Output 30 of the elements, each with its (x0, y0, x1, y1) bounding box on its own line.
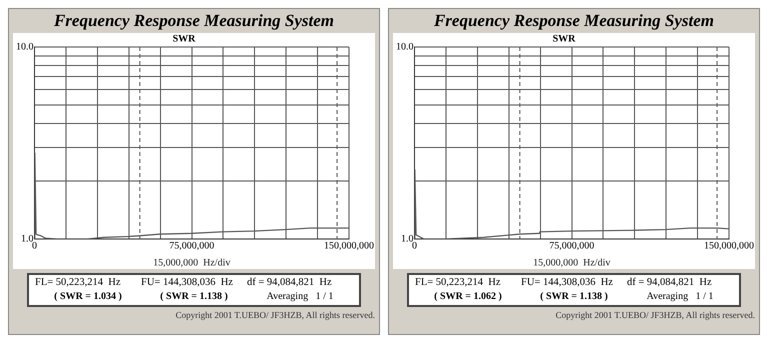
text: ( SWR = 1.034 ) (53, 290, 123, 304)
text: Copyright 2001 T.UEBO/ JF3HZB, All rights reserved. (174, 310, 376, 320)
x-tick-label: 0 (412, 240, 417, 252)
chart-title: Frequency Response Measuring System (432, 10, 716, 32)
y-tick-label: 10.0 (396, 42, 414, 53)
chart-title: Frequency Response Measuring System (52, 10, 336, 32)
chart-subtitle: SWR (172, 34, 196, 45)
text: FU= 144,308,036 Hz (521, 276, 614, 290)
chart-subtitle: SWR (552, 34, 576, 45)
x-tick-label: 75,000,000 (549, 240, 594, 252)
y-tick-label: 10.0 (16, 42, 34, 53)
text: Copyright 2001 T.UEBO/ JF3HZB, All rights reserved. (554, 310, 756, 320)
x-tick-label: 150,000,000 (704, 240, 754, 252)
y-tick-label: 1.0 (21, 234, 34, 245)
text: FL= 50,223,214 Hz (415, 276, 502, 290)
text: Averaging 1 / 1 (266, 290, 334, 304)
x-tick-label: 75,000,000 (169, 240, 214, 252)
x-tick-label: 0 (32, 240, 37, 252)
x-tick-label: 150,000,000 (324, 240, 374, 252)
text: FU= 144,308,036 Hz (141, 276, 234, 290)
x-axis-title: 15,000,000 Hz/div (153, 258, 230, 269)
y-tick-label: 1.0 (401, 234, 414, 245)
text: ( SWR = 1.062 ) (433, 290, 503, 304)
text: df = 94,084,821 Hz (247, 276, 333, 290)
text: FL= 50,223,214 Hz (35, 276, 122, 290)
text: ( SWR = 1.138 ) (539, 290, 609, 304)
text: ( SWR = 1.138 ) (159, 290, 229, 304)
x-axis-title: 15,000,000 Hz/div (533, 258, 610, 269)
text: df = 94,084,821 Hz (627, 276, 713, 290)
text: Averaging 1 / 1 (646, 290, 714, 304)
